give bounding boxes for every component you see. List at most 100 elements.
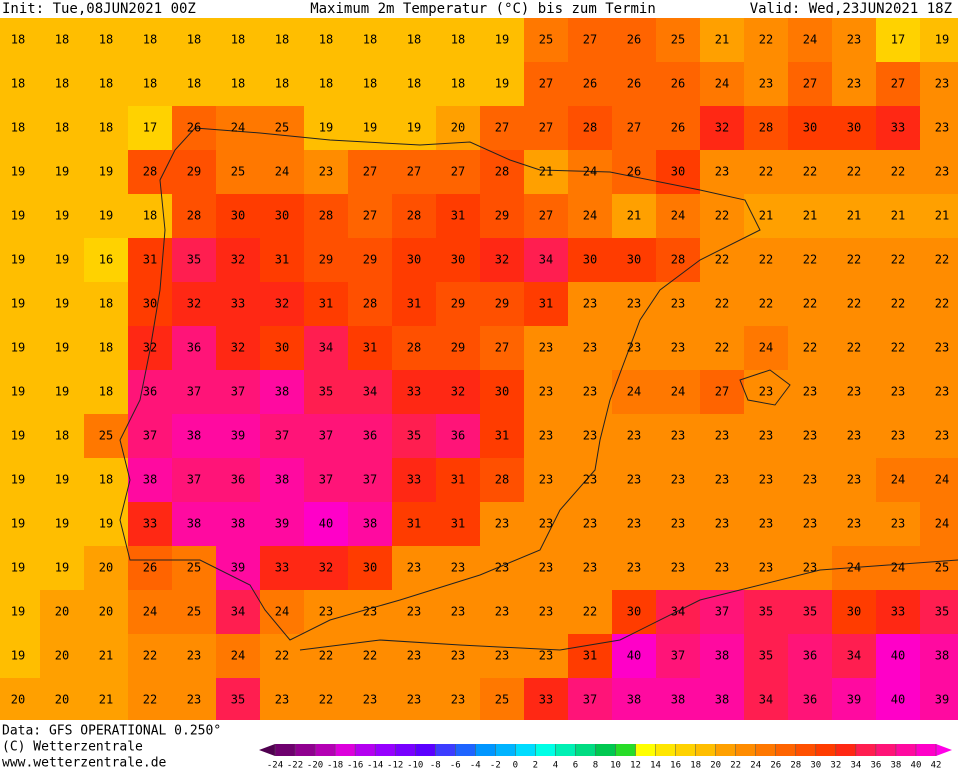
temperature-cell xyxy=(920,414,958,459)
temperature-label: 30 xyxy=(583,253,597,267)
temperature-cell xyxy=(304,546,349,591)
temperature-label: 25 xyxy=(671,33,685,47)
temperature-label: 20 xyxy=(451,121,465,135)
temperature-cell xyxy=(656,326,701,371)
colorbar-label: 42 xyxy=(931,761,942,771)
temperature-label: 21 xyxy=(847,209,861,223)
temperature-cell xyxy=(788,590,833,635)
temperature-cell xyxy=(216,150,261,195)
temperature-label: 30 xyxy=(407,253,421,267)
temperature-label: 19 xyxy=(55,473,69,487)
temperature-label: 23 xyxy=(891,385,905,399)
temperature-cell xyxy=(0,590,41,635)
temperature-cell xyxy=(304,370,349,415)
temperature-label: 21 xyxy=(935,209,949,223)
valid-time: Valid: Wed,23JUN2021 18Z xyxy=(750,1,952,17)
temperature-cell xyxy=(172,150,217,195)
temperature-label: 30 xyxy=(847,121,861,135)
temperature-label: 23 xyxy=(363,693,377,707)
temperature-cell xyxy=(568,326,613,371)
colorbar-segment xyxy=(275,744,296,756)
temperature-label: 26 xyxy=(627,165,641,179)
temperature-label: 23 xyxy=(759,385,773,399)
temperature-label: 37 xyxy=(187,385,201,399)
colorbar-segment xyxy=(415,744,436,756)
temperature-label: 20 xyxy=(11,693,25,707)
temperature-cell xyxy=(480,194,525,239)
colorbar-high xyxy=(936,744,952,756)
colorbar-label: 2 xyxy=(533,761,538,771)
colorbar-label: 14 xyxy=(650,761,661,771)
colorbar-segment xyxy=(295,744,316,756)
temperature-cell xyxy=(876,370,921,415)
temperature-cell xyxy=(304,106,349,151)
colorbar-segment xyxy=(395,744,416,756)
temperature-label: 30 xyxy=(671,165,685,179)
temperature-cell xyxy=(832,458,877,503)
temperature-label: 23 xyxy=(715,165,729,179)
temperature-cell xyxy=(656,590,701,635)
colorbar-segment xyxy=(615,744,636,756)
temperature-label: 31 xyxy=(363,341,377,355)
temperature-label: 23 xyxy=(627,561,641,575)
temperature-cell xyxy=(920,18,958,63)
value-labels: 18 18 18 18 18 18 18 18 18 18 18 19 25 27 26 25 21 22 24 23… xyxy=(11,33,949,707)
temperature-label: 37 xyxy=(363,473,377,487)
colorbar-label: -16 xyxy=(347,761,363,771)
temperature-cell xyxy=(40,370,85,415)
colorbar-label: 36 xyxy=(870,761,881,771)
temperature-cell xyxy=(40,18,85,63)
temperature-cell xyxy=(612,590,657,635)
temperature-label: 27 xyxy=(891,77,905,91)
temperature-label: 22 xyxy=(803,253,817,267)
temperature-label: 22 xyxy=(847,253,861,267)
temperature-label: 30 xyxy=(627,605,641,619)
temperature-label: 30 xyxy=(451,253,465,267)
temperature-cell xyxy=(436,238,481,283)
colorbar-label: 10 xyxy=(610,761,621,771)
temperature-label: 24 xyxy=(583,209,597,223)
temperature-cell xyxy=(436,678,481,720)
temperature-cell xyxy=(0,502,41,547)
temperature-label: 22 xyxy=(891,341,905,355)
temperature-cell xyxy=(40,282,85,327)
temperature-cell xyxy=(612,634,657,679)
temperature-label: 19 xyxy=(935,33,949,47)
temperature-cell xyxy=(568,194,613,239)
temperature-cell xyxy=(656,370,701,415)
temperature-cell xyxy=(84,18,129,63)
temperature-label: 38 xyxy=(627,693,641,707)
temperature-cell xyxy=(612,546,657,591)
temperature-label: 18 xyxy=(11,77,25,91)
temperature-label: 23 xyxy=(539,649,553,663)
temperature-cell xyxy=(524,326,569,371)
temperature-cell xyxy=(524,414,569,459)
temperature-label: 32 xyxy=(451,385,465,399)
colorbar-label: -10 xyxy=(407,761,423,771)
temperature-cell xyxy=(304,502,349,547)
temperature-label: 23 xyxy=(759,561,773,575)
temperature-cell xyxy=(392,458,437,503)
colorbar-segment xyxy=(675,744,696,756)
temperature-cell xyxy=(0,18,41,63)
temperature-cell xyxy=(0,546,41,591)
temperature-label: 25 xyxy=(935,561,949,575)
temperature-cell xyxy=(348,414,393,459)
temperature-label: 20 xyxy=(55,693,69,707)
temperature-cell xyxy=(436,634,481,679)
temperature-label: 23 xyxy=(627,297,641,311)
temperature-label: 23 xyxy=(671,561,685,575)
temperature-label: 24 xyxy=(847,561,861,575)
temperature-cell xyxy=(876,18,921,63)
temperature-cell xyxy=(700,678,745,720)
data-source: Data: GFS OPERATIONAL 0.250° xyxy=(2,724,221,739)
temperature-label: 31 xyxy=(143,253,157,267)
temperature-cell xyxy=(128,414,173,459)
temperature-cell xyxy=(744,106,789,151)
temperature-cell xyxy=(172,414,217,459)
temperature-label: 23 xyxy=(539,429,553,443)
temperature-cell xyxy=(128,634,173,679)
colorbar-segment xyxy=(335,744,356,756)
temperature-cell xyxy=(172,634,217,679)
temperature-label: 22 xyxy=(363,649,377,663)
